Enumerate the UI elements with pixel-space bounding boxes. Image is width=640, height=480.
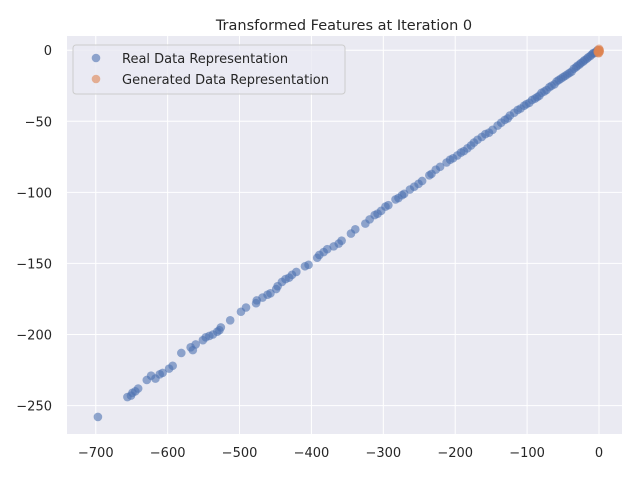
real-data-point: [322, 244, 332, 254]
real-data-point: [304, 260, 313, 270]
real-data-point: [177, 348, 186, 358]
legend-box: [72, 44, 346, 95]
real-data-point: [216, 323, 226, 332]
real-data-point: [158, 368, 167, 378]
y-tick-label: −100: [16, 186, 52, 201]
real-data-point: [337, 236, 346, 245]
y-tick-label: −200: [16, 329, 52, 344]
real-data-point: [417, 176, 427, 186]
real-data-point: [435, 162, 445, 172]
real-data-series: [93, 45, 602, 422]
legend-label: Generated Data Representation: [122, 73, 329, 88]
y-tick-label: 0: [44, 44, 52, 59]
real-data-point: [384, 200, 393, 210]
x-tick-label: −400: [294, 446, 330, 461]
real-data-point: [93, 412, 103, 422]
y-tick-label: −250: [16, 400, 52, 415]
generated-data-series: [593, 44, 605, 58]
x-tick-label: −500: [222, 446, 258, 461]
x-tick-label: −700: [78, 446, 114, 461]
real-data-point: [133, 384, 143, 393]
y-tick-label: −50: [25, 115, 52, 130]
scatter-points: [93, 44, 605, 422]
x-tick-label: −200: [437, 446, 473, 461]
grid: [67, 36, 622, 434]
legend: Real Data Representation Generated Data R…: [72, 44, 346, 95]
legend-marker: [91, 74, 101, 84]
y-tick-label: −150: [16, 257, 52, 272]
real-data-point: [191, 340, 200, 349]
real-data-point: [241, 303, 251, 312]
real-data-point: [292, 267, 301, 277]
real-data-point: [225, 315, 235, 325]
legend-label: Real Data Representation: [122, 52, 288, 67]
x-tick-label: −600: [150, 446, 186, 461]
legend-marker: [91, 53, 101, 63]
x-tick-label: −100: [509, 446, 545, 461]
real-data-point: [350, 225, 360, 234]
x-tick-label: 0: [595, 446, 603, 461]
chart-title: Transformed Features at Iteration 0: [215, 18, 472, 34]
tick-labels: −700 −600 −500 −400 −300 −200 −100 0 0 −50 −100 −15…: [16, 44, 603, 461]
generated-data-point: [594, 48, 604, 58]
real-data-point: [168, 361, 177, 371]
x-tick-label: −300: [365, 446, 401, 461]
